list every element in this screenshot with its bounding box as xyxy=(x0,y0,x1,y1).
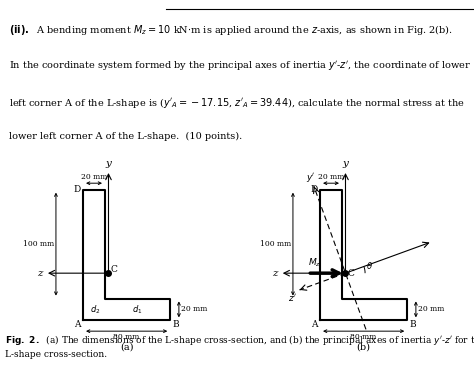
Text: lower left corner A of the L-shape.  (10 points).: lower left corner A of the L-shape. (10 … xyxy=(9,132,243,141)
Text: D: D xyxy=(311,185,318,194)
Text: z: z xyxy=(272,269,278,278)
Text: B: B xyxy=(410,320,416,329)
Text: 80 mm: 80 mm xyxy=(350,333,377,341)
Text: 20 mm: 20 mm xyxy=(318,173,344,181)
Text: $\bf{(ii).}$  A bending moment $M_z = 10$ kN$\cdot$m is applied around the $z$-a: $\bf{(ii).}$ A bending moment $M_z = 10$… xyxy=(9,24,454,37)
Text: 100 mm: 100 mm xyxy=(259,240,291,248)
Text: 20 mm: 20 mm xyxy=(418,306,445,313)
Text: B: B xyxy=(173,320,179,329)
Text: $M_z$: $M_z$ xyxy=(309,256,322,269)
Text: C: C xyxy=(110,265,117,274)
Text: left corner A of the L-shape is ($y'_A = -17.15$, $z'_A = 39.44$), calculate the: left corner A of the L-shape is ($y'_A =… xyxy=(9,96,465,110)
Text: y: y xyxy=(343,159,348,168)
Text: 80 mm: 80 mm xyxy=(113,333,140,341)
Text: $\theta$: $\theta$ xyxy=(366,260,373,271)
Text: 20 mm: 20 mm xyxy=(181,306,208,313)
Text: 20 mm: 20 mm xyxy=(81,173,107,181)
Text: $d_1$: $d_1$ xyxy=(132,303,143,316)
Text: $d_2$: $d_2$ xyxy=(90,303,100,316)
Text: $z'$: $z'$ xyxy=(289,292,297,303)
Text: z: z xyxy=(37,269,43,278)
Text: 100 mm: 100 mm xyxy=(22,240,54,248)
Text: In the coordinate system formed by the principal axes of inertia $y'$-$z'$, the : In the coordinate system formed by the p… xyxy=(9,60,472,73)
Text: C: C xyxy=(347,269,354,278)
Text: $y'$: $y'$ xyxy=(306,171,315,184)
Text: D: D xyxy=(74,185,81,194)
Text: A: A xyxy=(311,320,318,329)
Text: y: y xyxy=(106,159,111,168)
Text: (a): (a) xyxy=(120,342,133,351)
Text: (b): (b) xyxy=(356,342,371,351)
Text: A: A xyxy=(74,320,81,329)
Text: $\bf{Fig.\ 2.}$  (a) The dimensions of the L-shape cross-section, and (b) the pr: $\bf{Fig.\ 2.}$ (a) The dimensions of th… xyxy=(5,333,474,359)
